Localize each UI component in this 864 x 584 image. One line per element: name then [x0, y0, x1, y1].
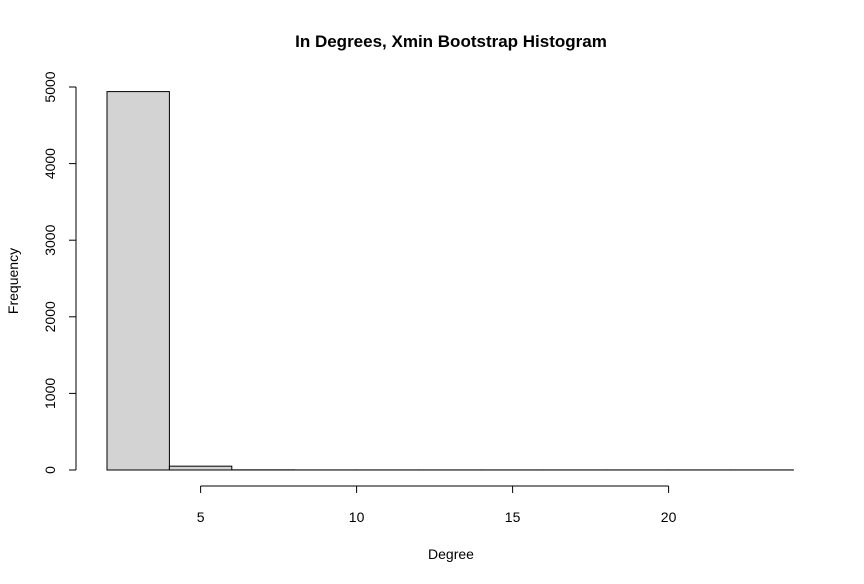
- bars-group: [106, 91, 794, 471]
- y-tick-label-1000: 1000: [42, 378, 58, 409]
- x-axis: 5 10 15 20: [197, 485, 677, 525]
- x-tick-label-15: 15: [505, 509, 521, 525]
- y-tick-label-4000: 4000: [42, 148, 58, 179]
- y-tick-label-5000: 5000: [42, 71, 58, 102]
- histogram-bar-1: [168, 465, 233, 471]
- y-tick-label-3000: 3000: [42, 224, 58, 255]
- x-axis-label: Degree: [428, 546, 474, 562]
- x-tick-label-5: 5: [197, 509, 205, 525]
- y-tick-label-0: 0: [42, 466, 58, 474]
- y-tick-label-2000: 2000: [42, 301, 58, 332]
- chart-title: In Degrees, Xmin Bootstrap Histogram: [295, 32, 607, 51]
- histogram-bar-0: [106, 91, 170, 471]
- x-tick-label-10: 10: [349, 509, 365, 525]
- y-axis-label: Frequency: [5, 248, 21, 314]
- y-axis: 0 1000 2000 3000 4000 5000: [42, 71, 77, 474]
- x-tick-label-20: 20: [661, 509, 677, 525]
